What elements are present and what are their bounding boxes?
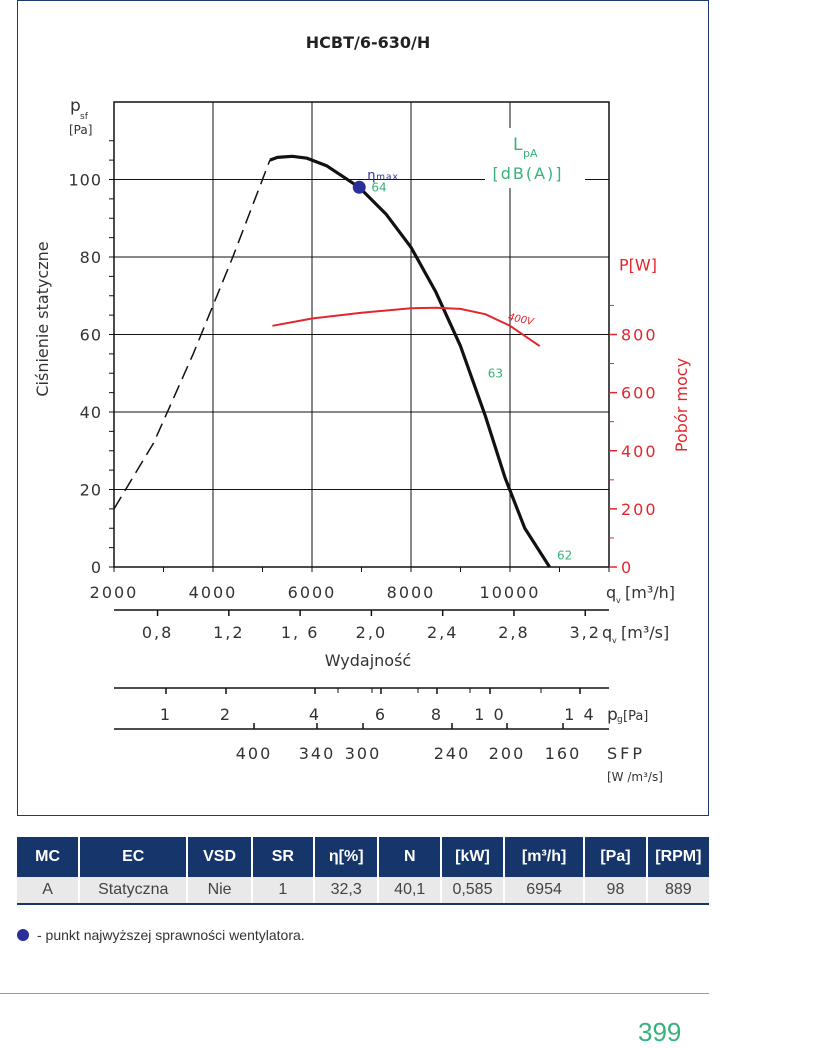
- table-header-cell: MC: [17, 837, 80, 877]
- x2-tick-label: 2,0: [356, 623, 387, 642]
- table-header-cell: [m³/h]: [502, 837, 585, 877]
- lpa-symbol: L: [513, 135, 523, 155]
- eta-max-sub: max: [376, 172, 399, 182]
- table-header-cell: N: [377, 837, 441, 877]
- pg-tick-label: 2: [220, 705, 232, 724]
- eta-max-symbol: η: [367, 168, 375, 183]
- x-tick-label: 8000: [387, 583, 436, 602]
- x-tick-label: 2000: [90, 583, 139, 602]
- x-axis-symbol-sub: v: [616, 596, 621, 605]
- x2-tick-label: 3,2: [570, 623, 601, 642]
- y-tick-label: 60: [80, 326, 102, 345]
- table-header-cell: SR: [250, 837, 314, 877]
- performance-table: MC EC VSD SR η[%] N [kW] [m³/h] [Pa] [RPM] A Staty…: [17, 837, 709, 905]
- table-cell: 0,585: [440, 877, 504, 905]
- x2-axis-unit: [m³/s]: [621, 623, 669, 642]
- x-tick-label: 6000: [288, 583, 337, 602]
- table-header-cell: [kW]: [440, 837, 504, 877]
- power-tick-label: 200: [621, 500, 658, 519]
- lpa-box: [485, 128, 585, 188]
- y-tick-label: 40: [80, 403, 102, 422]
- series-pressure-unstable: [113, 159, 271, 510]
- table-header-cell: η[%]: [312, 837, 379, 877]
- series-400V: [272, 306, 541, 347]
- pg-tick-label: 1 4: [564, 705, 595, 724]
- y-axis-symbol: p: [70, 96, 81, 116]
- footnote-text: - punkt najwyższej sprawności wentylator…: [37, 927, 305, 943]
- pg-tick-label: 1: [160, 705, 172, 724]
- y-axis-symbol-sub: sf: [80, 112, 89, 122]
- sfp-tick-label: 160: [545, 744, 582, 763]
- series-pressure: [269, 154, 551, 568]
- table-cell: 889: [645, 877, 709, 905]
- y-tick-label: 0: [91, 558, 102, 577]
- table-cell: 98: [583, 877, 647, 905]
- power-axis-title: Pobór mocy: [672, 358, 691, 452]
- y-axis-title: Ciśnienie statyczne: [33, 241, 52, 396]
- lpa-symbol-sub: pA: [523, 147, 538, 160]
- y-tick-label: 20: [80, 481, 102, 500]
- power-tick-label: 0: [621, 558, 633, 577]
- y-tick-label: 80: [80, 248, 102, 267]
- sfp-tick-label: 340: [299, 744, 336, 763]
- x2-tick-label: 1, 6: [281, 623, 320, 642]
- table-header-cell: [Pa]: [583, 837, 647, 877]
- sfp-tick-label: 400: [236, 744, 273, 763]
- pg-tick-label: 8: [431, 705, 443, 724]
- pg-tick-label: 6: [375, 705, 387, 724]
- table-header-cell: EC: [78, 837, 188, 877]
- table-header-cell: [RPM]: [645, 837, 709, 877]
- table-cell: 32,3: [312, 877, 379, 905]
- lpa-unit: [dB(A)]: [492, 164, 563, 183]
- x2-tick-label: 2,8: [498, 623, 529, 642]
- table-cell: 1: [250, 877, 314, 905]
- y-axis-unit: [Pa]: [69, 123, 92, 137]
- legend-footnote: - punkt najwyższej sprawności wentylator…: [17, 927, 305, 943]
- eta-max-marker-icon: [17, 929, 29, 941]
- power-tick-label: 800: [621, 326, 658, 345]
- table-cell: 6954: [502, 877, 585, 905]
- x2-tick-label: 0,8: [142, 623, 173, 642]
- sfp-tick-label: 200: [489, 744, 526, 763]
- pg-axis-unit: [Pa]: [623, 709, 648, 724]
- table-header-row: MC EC VSD SR η[%] N [kW] [m³/h] [Pa] [RPM]: [17, 837, 709, 877]
- pg-tick-label: 4: [309, 705, 321, 724]
- pg-tick-label: 1 0: [474, 705, 505, 724]
- chart-frame: HCBT/6-630/H 0 20 40 60 80 100 2000 4000 6000 800…: [17, 0, 709, 816]
- page-number: 399: [638, 1017, 682, 1047]
- lpa-value-label: 64: [371, 180, 386, 194]
- table-cell: Nie: [186, 877, 252, 905]
- table-cell: Statyczna: [78, 877, 188, 905]
- sfp-axis-unit: [W /m³/s]: [607, 770, 663, 784]
- page-divider: [0, 993, 709, 994]
- x-tick-label: 4000: [189, 583, 238, 602]
- x2-axis-symbol-sub: v: [612, 636, 617, 645]
- x2-tick-label: 1,2: [213, 623, 244, 642]
- lpa-value-label: 62: [557, 548, 572, 562]
- table-header-cell: VSD: [186, 837, 252, 877]
- power-unit-label: P[W]: [619, 256, 657, 275]
- power-tick-label: 400: [621, 442, 658, 461]
- x2-axis-symbol: q: [602, 623, 612, 642]
- sfp-axis-title: SFP: [607, 744, 645, 763]
- power-tick-label: 600: [621, 384, 658, 403]
- x-axis-symbol: q: [606, 583, 616, 602]
- sfp-tick-label: 240: [434, 744, 471, 763]
- sfp-tick-label: 300: [345, 744, 382, 763]
- y-tick-label: 100: [68, 171, 102, 190]
- table-cell: A: [17, 877, 80, 905]
- pg-axis-symbol-sub: g: [617, 715, 623, 725]
- chart-title: HCBT/6-630/H: [306, 33, 431, 52]
- lpa-value-label: 63: [488, 366, 503, 380]
- x-axis-unit: [m³/h]: [625, 583, 675, 602]
- pg-axis-symbol: p: [607, 705, 618, 725]
- table-row: A Statyczna Nie 1 32,3 40,1 0,585 6954 98 889: [17, 877, 709, 905]
- table-cell: 40,1: [377, 877, 441, 905]
- x-axis-title: Wydajność: [325, 651, 411, 670]
- eta-max-marker: [352, 180, 366, 194]
- x-tick-label: 10000: [480, 583, 541, 602]
- x2-tick-label: 2,4: [427, 623, 458, 642]
